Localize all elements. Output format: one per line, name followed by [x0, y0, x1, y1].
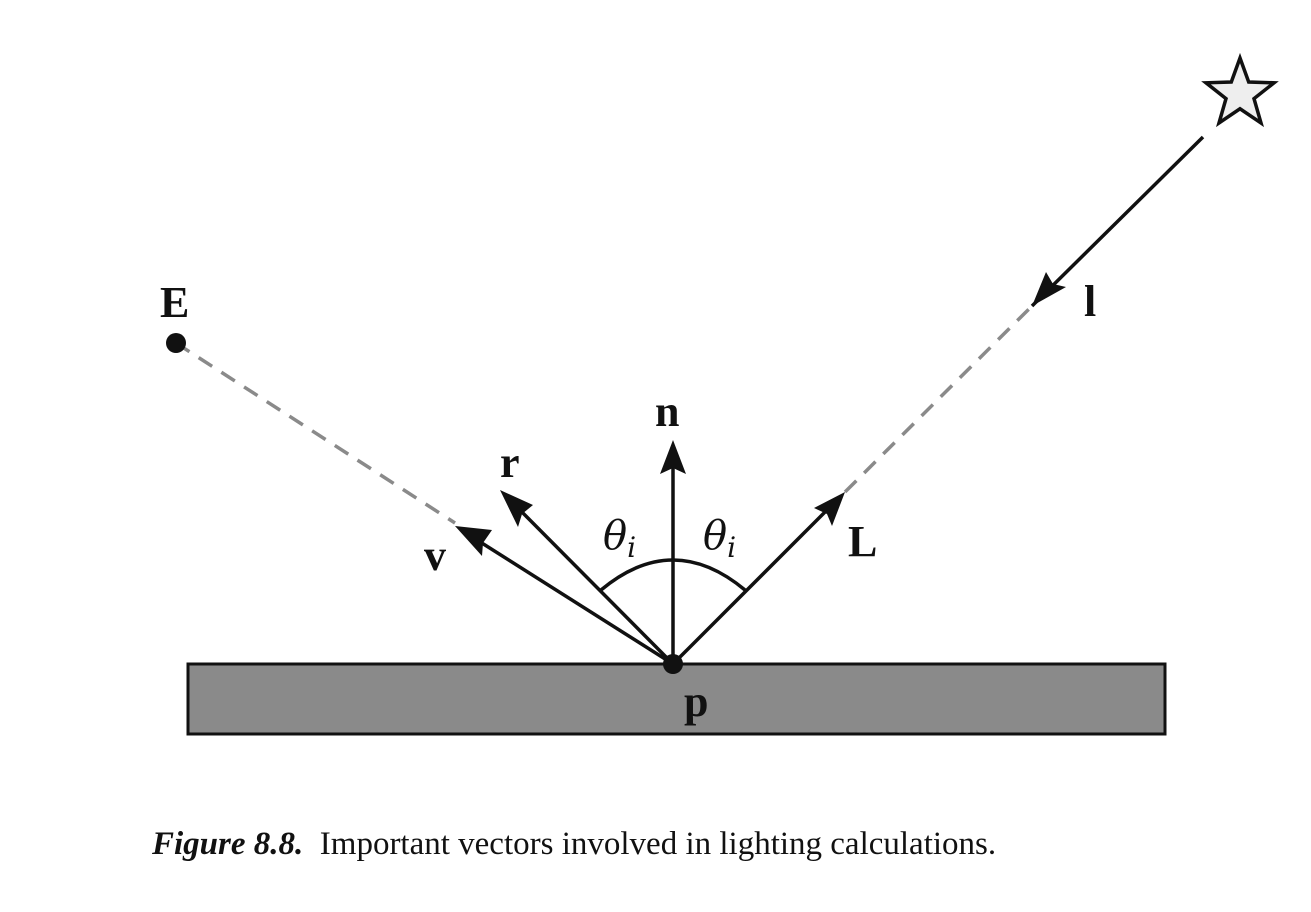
light-source-star-icon	[1201, 52, 1279, 128]
theta-right-subscript: i	[727, 531, 736, 564]
incident-light-vector	[1030, 135, 1205, 308]
reflection-arrowhead	[500, 490, 533, 527]
view-arrowhead	[455, 526, 492, 556]
label-l: l	[1084, 277, 1096, 326]
eye-point	[166, 333, 186, 353]
theta-right-label: θi	[703, 513, 736, 564]
light-arrowhead	[814, 492, 845, 526]
surface	[186, 662, 1167, 736]
figure-caption: Figure 8.8. Important vectors involved i…	[152, 826, 996, 863]
label-E: E	[160, 278, 189, 327]
eye-dashed-line	[175, 341, 456, 525]
theta-right-symbol: θ	[703, 513, 727, 559]
reflection-vector	[508, 498, 675, 666]
label-n: n	[655, 387, 679, 436]
surface-point	[663, 654, 683, 674]
label-r: r	[500, 438, 520, 487]
view-vector	[465, 531, 674, 666]
theta-left-symbol: θ	[603, 513, 627, 559]
light-dashed-line	[843, 304, 1034, 494]
theta-left-subscript: i	[627, 531, 636, 564]
label-p: p	[684, 677, 708, 726]
label-L: L	[848, 517, 877, 566]
figure-caption-label: Figure 8.8.	[152, 826, 304, 862]
theta-left-label: θi	[603, 513, 636, 564]
incident-light-arrowhead	[1032, 272, 1066, 306]
light-vector	[671, 500, 837, 666]
normal-arrowhead	[660, 440, 686, 474]
label-v: v	[424, 531, 446, 580]
figure-caption-text: Important vectors involved in lighting c…	[319, 826, 997, 862]
